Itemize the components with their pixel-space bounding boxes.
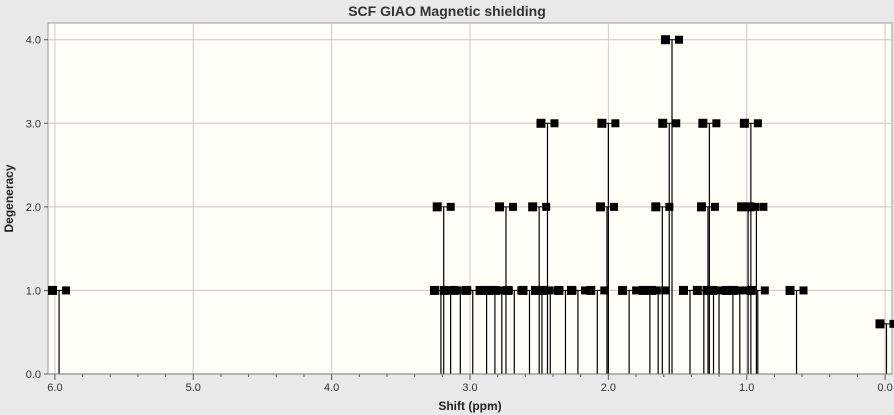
peak-marker [672, 119, 681, 128]
peak-marker [745, 202, 755, 212]
peak-marker [618, 285, 628, 295]
peak-marker [530, 285, 540, 295]
peak-marker [647, 285, 657, 295]
peak-marker [875, 319, 885, 329]
x-tick-label: 5.0 [186, 382, 201, 394]
peak-marker [675, 35, 684, 44]
peak-marker [661, 286, 670, 295]
peak-marker [799, 286, 808, 295]
y-tick-label: 4.0 [26, 35, 41, 47]
x-tick-label: 2.0 [601, 382, 616, 394]
peak-marker [611, 119, 620, 128]
chart-title: SCF GIAO Magnetic shielding [348, 3, 546, 19]
peak-marker [632, 286, 641, 295]
peak-marker [475, 285, 485, 295]
peak-marker [753, 119, 762, 128]
peak-marker [721, 285, 731, 295]
peak-marker [490, 285, 500, 295]
y-tick-label: 0.0 [26, 369, 41, 381]
y-tick-label: 2.0 [26, 202, 41, 214]
x-axis-title: Shift (ppm) [438, 399, 501, 413]
x-tick-label: 4.0 [324, 382, 339, 394]
peak-marker [600, 286, 609, 295]
x-tick-label: 3.0 [462, 382, 477, 394]
x-tick-label: 1.0 [739, 382, 754, 394]
peak-marker [759, 202, 768, 211]
peak-marker [449, 285, 459, 295]
peak-marker [708, 285, 718, 295]
y-tick-label: 1.0 [26, 285, 41, 297]
peak-marker [566, 285, 576, 295]
peak-marker [728, 285, 738, 295]
peak-marker [494, 202, 504, 212]
peak-marker [48, 285, 58, 295]
peak-marker [550, 119, 559, 128]
peak-marker [678, 285, 688, 295]
peak-marker [432, 202, 442, 212]
peak-marker [461, 285, 471, 295]
peak-marker [698, 118, 708, 128]
peak-marker [651, 202, 661, 212]
peak-marker [554, 285, 564, 295]
peak-marker [746, 285, 756, 295]
peak-marker [595, 202, 605, 212]
x-tick-label: 6.0 [47, 382, 62, 394]
peak-marker [760, 286, 769, 295]
peak-marker [483, 285, 493, 295]
peak-marker [785, 285, 795, 295]
peak-marker [528, 202, 538, 212]
peak-marker [62, 286, 71, 295]
peak-marker [518, 285, 528, 295]
peak-marker [597, 118, 607, 128]
peak-marker [658, 118, 668, 128]
peak-marker [580, 286, 589, 295]
peak-marker [586, 285, 596, 295]
peak-marker [739, 118, 749, 128]
peak-marker [692, 285, 702, 295]
x-tick-label: 0.0 [877, 382, 892, 394]
peak-marker [712, 119, 721, 128]
peak-marker [503, 285, 513, 295]
peak-marker [508, 202, 517, 211]
peak-marker [638, 285, 648, 295]
peak-marker [702, 285, 712, 295]
peak-marker [539, 285, 549, 295]
peak-marker [661, 35, 671, 45]
y-axis-title: Degeneracy [2, 164, 16, 232]
peak-marker [542, 202, 551, 211]
y-tick-label: 3.0 [26, 118, 41, 130]
peak-marker [609, 202, 618, 211]
peak-marker [536, 118, 546, 128]
peak-marker [696, 202, 706, 212]
peak-marker [737, 202, 747, 212]
peak-marker [889, 319, 894, 328]
peak-marker [710, 202, 719, 211]
peak-marker [446, 202, 455, 211]
peak-marker [439, 285, 449, 295]
peak-marker [429, 285, 439, 295]
